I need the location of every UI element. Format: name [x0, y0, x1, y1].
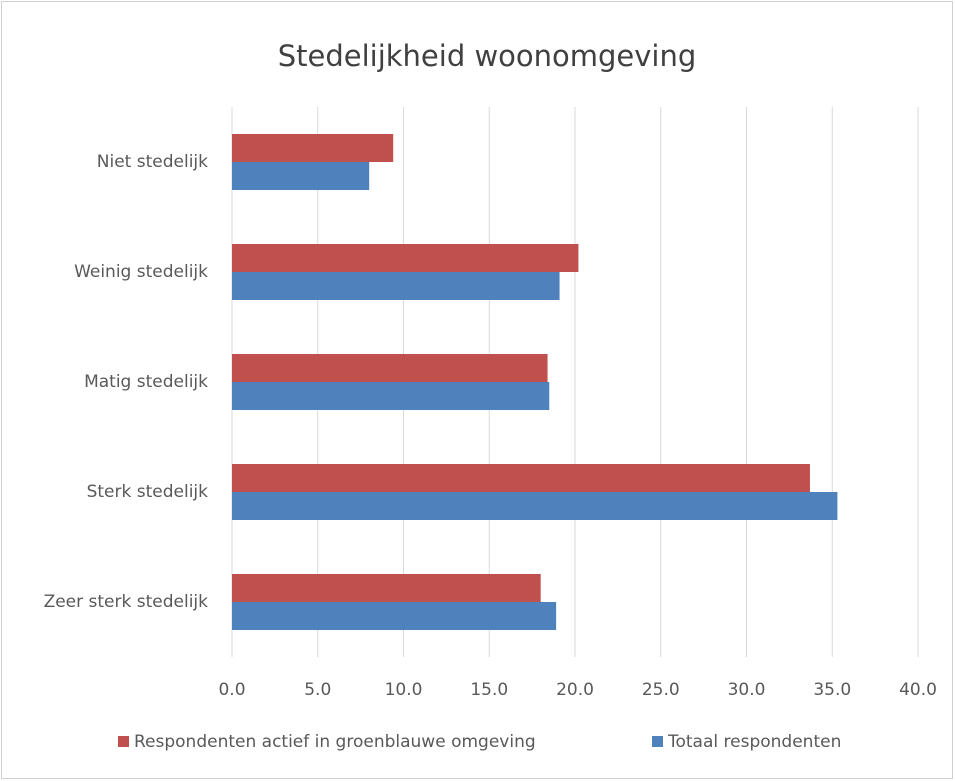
bar — [232, 354, 548, 382]
x-tick-label: 40.0 — [899, 680, 937, 700]
y-tick-label: Weinig stedelijk — [74, 262, 208, 282]
x-tick-label: 30.0 — [728, 680, 766, 700]
bar — [232, 134, 394, 162]
y-tick-label: Matig stedelijk — [84, 372, 208, 392]
y-tick-label: Niet stedelijk — [97, 152, 208, 172]
legend-swatch — [652, 736, 663, 747]
x-tick-label: 5.0 — [304, 680, 331, 700]
bar — [232, 382, 550, 410]
legend-label: Totaal respondenten — [667, 732, 841, 752]
x-tick-label: 25.0 — [642, 680, 680, 700]
x-tick-label: 0.0 — [218, 680, 245, 700]
bar — [232, 492, 838, 520]
x-tick-label: 35.0 — [813, 680, 851, 700]
bar — [232, 464, 810, 492]
legend-label: Respondenten actief in groenblauwe omgev… — [134, 732, 536, 752]
y-tick-label: Sterk stedelijk — [87, 482, 209, 502]
bar — [232, 574, 541, 602]
chart-title: Stedelijkheid woonomgeving — [278, 39, 697, 73]
bar — [232, 272, 560, 300]
bar — [232, 162, 370, 190]
y-tick-label: Zeer sterk stedelijk — [44, 592, 209, 612]
bar — [232, 244, 579, 272]
bar — [232, 602, 557, 630]
x-tick-label: 15.0 — [470, 680, 508, 700]
x-tick-label: 20.0 — [556, 680, 594, 700]
x-tick-label: 10.0 — [385, 680, 423, 700]
legend-swatch — [118, 736, 129, 747]
